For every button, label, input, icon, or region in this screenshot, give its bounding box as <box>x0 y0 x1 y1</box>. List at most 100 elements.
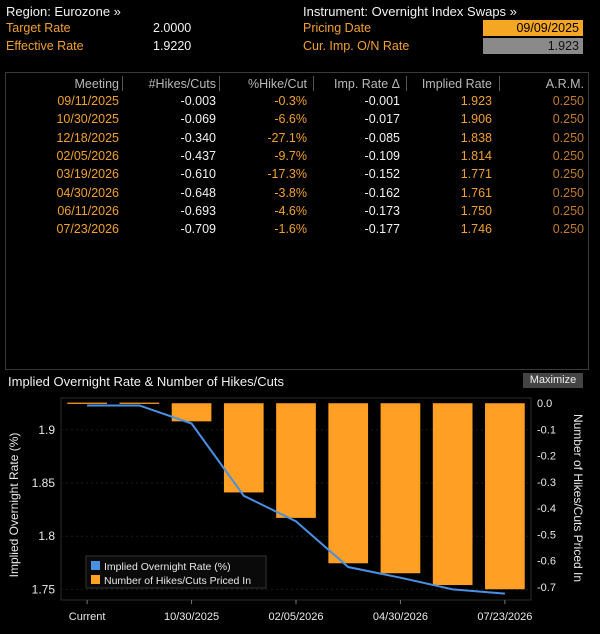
cell-pct-hike-cut: -3.8% <box>274 185 307 200</box>
meetings-table: Meeting #Hikes/Cuts %Hike/Cut Imp. Rate … <box>5 72 589 370</box>
column-divider <box>313 76 314 91</box>
cell-pct-hike-cut: -9.7% <box>274 148 307 163</box>
cell-meeting: 04/30/2026 <box>56 185 119 200</box>
cell-arm: 0.250 <box>552 112 584 127</box>
cell-pct-hike-cut: -6.6% <box>274 112 307 127</box>
cell-implied-rate: 1.771 <box>460 167 492 182</box>
cell-imp-rate-delta: -0.162 <box>364 185 400 200</box>
cell-imp-rate-delta: -0.001 <box>364 94 400 108</box>
cell-hikes-cuts: -0.437 <box>180 148 216 163</box>
cur-imp-rate-field: 1.923 <box>483 38 583 54</box>
cell-imp-rate-delta: -0.177 <box>364 222 400 237</box>
column-divider <box>219 76 220 91</box>
cell-implied-rate: 1.906 <box>460 112 492 127</box>
cell-meeting: 10/30/2025 <box>56 112 119 127</box>
cell-imp-rate-delta: -0.017 <box>364 112 400 127</box>
cell-implied-rate: 1.923 <box>460 94 492 108</box>
effective-rate-label: Effective Rate <box>6 39 84 53</box>
column-header-meeting[interactable]: Meeting <box>74 77 119 91</box>
cell-hikes-cuts: -0.610 <box>180 167 216 182</box>
legend-label-implied-rate: Implied Overnight Rate (%) <box>104 561 231 573</box>
cell-arm: 0.250 <box>552 203 584 218</box>
column-header-imp-rate-delta[interactable]: Imp. Rate Δ <box>333 77 400 91</box>
bar-hikes-cuts <box>380 403 421 574</box>
cell-meeting: 02/05/2026 <box>56 148 119 163</box>
x-tick-label: 04/30/2026 <box>373 611 428 623</box>
column-divider <box>406 76 407 91</box>
chart-title: Implied Overnight Rate & Number of Hikes… <box>8 374 284 389</box>
right-tick-label: -0.3 <box>537 477 556 489</box>
cell-hikes-cuts: -0.648 <box>180 185 216 200</box>
cell-meeting: 03/19/2026 <box>56 167 119 182</box>
cell-meeting: 12/18/2025 <box>56 130 119 145</box>
effective-rate-value: 1.9220 <box>153 39 192 53</box>
region-selector[interactable]: Region: Eurozone » <box>6 4 121 19</box>
cell-implied-rate: 1.838 <box>460 130 492 145</box>
bar-hikes-cuts <box>432 403 473 586</box>
cell-pct-hike-cut: -0.3% <box>274 94 307 108</box>
right-tick-label: -0.4 <box>537 503 556 515</box>
bar-hikes-cuts <box>223 403 264 493</box>
cell-arm: 0.250 <box>552 167 584 182</box>
cell-imp-rate-delta: -0.152 <box>364 167 400 182</box>
x-tick-label: Current <box>69 611 106 623</box>
cur-imp-rate-label: Cur. Imp. O/N Rate <box>303 39 410 53</box>
cell-hikes-cuts: -0.069 <box>180 112 216 127</box>
cell-pct-hike-cut: -1.6% <box>274 222 307 237</box>
implied-rate-line <box>87 404 505 595</box>
cell-hikes-cuts: -0.003 <box>180 94 216 108</box>
left-tick-label: 1.9 <box>38 423 55 437</box>
right-tick-label: -0.2 <box>537 451 556 463</box>
left-tick-label: 1.85 <box>32 476 56 490</box>
left-tick-label: 1.75 <box>32 582 56 596</box>
cell-hikes-cuts: -0.709 <box>180 222 216 237</box>
target-rate-value: 2.0000 <box>153 21 192 35</box>
x-tick-label: 10/30/2025 <box>164 611 219 623</box>
column-header-hikes-cuts[interactable]: #Hikes/Cuts <box>148 77 216 91</box>
cell-implied-rate: 1.746 <box>460 222 492 237</box>
column-divider <box>122 76 123 91</box>
cell-meeting: 09/11/2025 <box>57 94 119 108</box>
right-axis-label: Number of Hikes/Cuts Priced In <box>571 414 585 582</box>
cell-hikes-cuts: -0.340 <box>180 130 216 145</box>
cell-meeting: 07/23/2026 <box>56 222 119 237</box>
cell-implied-rate: 1.761 <box>460 185 492 200</box>
bar-hikes-cuts <box>485 403 525 590</box>
legend-swatch-hikes-cuts <box>91 575 100 584</box>
right-tick-label: -0.6 <box>537 556 556 568</box>
cell-arm: 0.250 <box>552 185 584 200</box>
maximize-button[interactable]: Maximize <box>523 373 583 388</box>
bar-hikes-cuts <box>171 403 212 422</box>
right-tick-label: -0.5 <box>537 529 556 541</box>
cell-arm: 0.250 <box>552 148 584 163</box>
cell-arm: 0.250 <box>552 94 584 108</box>
left-axis-label: Implied Overnight Rate (%) <box>7 433 21 578</box>
right-tick-label: -0.1 <box>537 424 556 436</box>
column-header-pct-hike-cut[interactable]: %Hike/Cut <box>247 77 307 91</box>
cell-pct-hike-cut: -4.6% <box>274 203 307 218</box>
chart-legend <box>85 555 267 589</box>
right-tick-label: 0.0 <box>537 398 552 410</box>
pricing-date-label: Pricing Date <box>303 21 372 35</box>
left-tick-label: 1.8 <box>38 529 55 543</box>
cell-implied-rate: 1.814 <box>460 148 492 163</box>
cell-pct-hike-cut: -27.1% <box>267 130 307 145</box>
instrument-selector[interactable]: Instrument: Overnight Index Swaps » <box>303 4 517 19</box>
column-header-implied-rate[interactable]: Implied Rate <box>421 77 492 91</box>
cell-arm: 0.250 <box>552 130 584 145</box>
bar-hikes-cuts <box>276 403 316 518</box>
cell-imp-rate-delta: -0.085 <box>364 130 400 145</box>
cell-hikes-cuts: -0.693 <box>180 203 216 218</box>
column-divider <box>499 76 500 91</box>
bar-hikes-cuts <box>328 403 369 564</box>
x-tick-label: 02/05/2026 <box>268 611 323 623</box>
cell-imp-rate-delta: -0.173 <box>364 203 400 218</box>
pricing-date-input[interactable]: 09/09/2025 <box>483 20 583 36</box>
hikes-cuts-chart: 1.9 1.85 1.8 1.75 0.0 -0.1 -0.2 -0.3 -0.4 -0.5 -0.… <box>0 390 600 631</box>
legend-label-hikes-cuts: Number of Hikes/Cuts Priced In <box>104 575 251 587</box>
right-tick-label: -0.7 <box>537 582 556 594</box>
x-tick-label: 07/23/2026 <box>477 611 532 623</box>
column-header-arm[interactable]: A.R.M. <box>545 77 584 91</box>
legend-swatch-implied-rate <box>91 561 100 570</box>
cell-arm: 0.250 <box>552 222 584 237</box>
